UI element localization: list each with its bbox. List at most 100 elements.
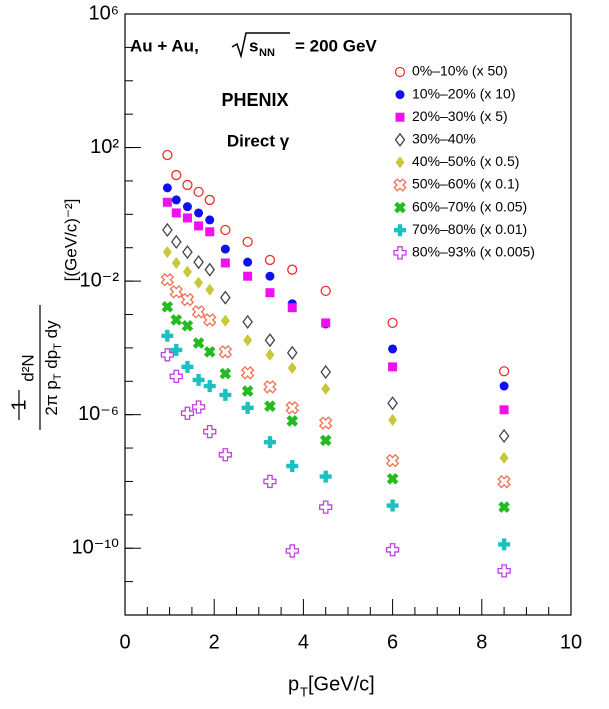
marker [386, 499, 399, 512]
marker [220, 290, 231, 305]
marker [319, 434, 332, 447]
marker [194, 208, 204, 218]
marker [180, 406, 195, 420]
y-label-part: dy [42, 320, 61, 343]
marker [388, 414, 398, 427]
series [162, 149, 510, 377]
marker [321, 382, 331, 395]
marker [497, 475, 511, 489]
plot-frame [124, 13, 572, 616]
marker [319, 470, 332, 483]
marker [243, 271, 253, 281]
system-suffix: = 200 GeV [295, 36, 377, 55]
legend-marker [393, 246, 407, 260]
marker [180, 292, 195, 307]
marker [220, 258, 230, 268]
marker [162, 222, 173, 238]
y-label-part: 2π p [42, 380, 61, 415]
marker [320, 364, 332, 380]
marker [319, 500, 333, 514]
marker [286, 460, 299, 473]
marker [220, 244, 230, 254]
marker [265, 288, 275, 298]
marker [499, 381, 509, 391]
marker [181, 319, 194, 332]
y-label-numerator: d²N [18, 354, 37, 381]
y-tick-label: 10² [90, 136, 119, 158]
y-tick-label: 10⁻¹⁰ [72, 537, 119, 559]
marker [263, 380, 277, 394]
marker [169, 369, 183, 384]
marker [241, 401, 254, 414]
legend-label: 60%–70% (x 0.05) [412, 198, 527, 214]
experiment-label: PHENIX [221, 90, 288, 110]
series [161, 301, 510, 513]
sqrt-sign [231, 32, 290, 59]
marker [287, 264, 298, 275]
marker [160, 348, 175, 362]
legend-marker [394, 132, 406, 147]
marker [170, 314, 183, 326]
marker [263, 474, 277, 489]
marker [169, 285, 184, 299]
legend-label: 40%–50% (x 0.5) [412, 153, 519, 169]
series [162, 246, 509, 464]
y-tick-label: 10⁻² [80, 269, 120, 291]
x-label-sub: T [300, 684, 308, 699]
marker [499, 405, 509, 415]
marker [161, 301, 174, 313]
marker [160, 273, 175, 287]
marker [243, 334, 253, 347]
x-axis-label: p T [GeV/c] [288, 673, 375, 699]
marker [265, 271, 275, 281]
marker [387, 396, 398, 411]
legend-label: 50%–60% (x 0.1) [412, 176, 519, 192]
marker [264, 254, 276, 266]
marker [264, 400, 276, 412]
marker [193, 186, 204, 198]
marker [387, 317, 398, 329]
marker [286, 415, 299, 427]
marker [497, 564, 511, 578]
x-tick-label: 10 [560, 631, 582, 653]
marker [498, 428, 510, 444]
legend-label: 80%–93% (x 0.005) [412, 244, 535, 260]
marker [170, 234, 182, 249]
marker [171, 195, 181, 205]
x-tick-label: 4 [298, 631, 309, 653]
x-tick-label: 8 [476, 631, 487, 653]
series [162, 183, 509, 391]
x-label-rest: [GeV/c] [308, 673, 375, 695]
marker [498, 366, 510, 377]
marker [171, 256, 181, 269]
marker [220, 314, 230, 327]
marker [162, 197, 172, 207]
legend-marker [395, 90, 405, 100]
marker [241, 385, 254, 397]
legend-marker [394, 201, 406, 214]
marker [385, 453, 400, 468]
x-tick-label: 2 [209, 631, 220, 653]
system-sub: NN [259, 47, 275, 59]
series [160, 348, 511, 578]
marker [162, 149, 173, 161]
series [162, 197, 509, 415]
marker [219, 388, 232, 401]
legend-marker [394, 224, 406, 237]
marker [205, 215, 215, 225]
system-var: s [249, 36, 258, 55]
marker [182, 213, 192, 223]
y-label-sub: T [52, 343, 64, 350]
legend-marker [395, 112, 405, 122]
system-prefix: Au + Au, [130, 36, 199, 55]
marker [287, 361, 297, 374]
y-label-sub: T [52, 373, 64, 380]
marker [285, 401, 299, 415]
marker [318, 416, 333, 430]
marker [161, 329, 174, 342]
y-axis-label: 1 d²N 2π pT dpT dy [(GeV/c)⁻²] [8, 199, 80, 430]
marker [388, 344, 398, 354]
probe-label: Direct γ [227, 131, 290, 150]
marker [194, 276, 204, 289]
marker [193, 255, 204, 270]
